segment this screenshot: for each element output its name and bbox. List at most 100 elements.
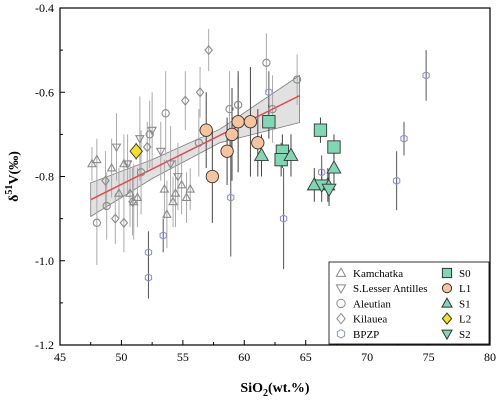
point-aleutian-6 (225, 104, 234, 114)
legend-label-s-lesser-antilles: S.Lesser Antilles (353, 283, 428, 295)
point-bpzp-9 (422, 71, 430, 80)
regression-line (90, 94, 300, 201)
legend-label-l2: L2 (459, 314, 471, 326)
legend-label-kamchatka: Kamchatka (353, 268, 403, 280)
x-tick-label-4: 65 (300, 350, 312, 364)
point-kamchatka-3 (114, 188, 124, 197)
point-bpzp-3 (227, 193, 235, 202)
legend-marker-bpzp (336, 329, 346, 339)
legend-marker-aleutian (336, 298, 346, 309)
point-s-lesser-antilles-2 (134, 135, 145, 144)
point-kamchatka-14 (185, 183, 196, 193)
point-bpzp-1 (144, 273, 153, 282)
point-kamchatka-1 (91, 154, 102, 164)
point-kilauea-7 (204, 44, 213, 56)
point-aleutian-10 (292, 75, 302, 84)
legend-label-l1: L1 (459, 283, 471, 295)
point-bpzp-8 (400, 134, 408, 143)
legend-label-s0: S0 (459, 268, 471, 280)
point-kilauea-6 (195, 87, 205, 98)
legend-box (328, 261, 490, 345)
point-s-lesser-antilles-0 (111, 143, 122, 153)
legend-label-bpzp: BPZP (353, 329, 379, 341)
point-kilauea-3 (128, 196, 137, 207)
x-axis-title: SiO2(wt.%) (240, 381, 310, 399)
point-bpzp-2 (159, 231, 167, 240)
x-tick-label-2: 55 (177, 350, 189, 364)
point-kamchatka-2 (106, 162, 117, 172)
point-aleutian-4 (161, 109, 170, 118)
point-s1-4 (326, 160, 342, 174)
legend-marker-l2 (441, 312, 453, 325)
legend-marker-s2 (441, 329, 453, 341)
legend-label-s2: S2 (459, 329, 471, 341)
confidence-band-area (90, 74, 300, 218)
point-kamchatka-5 (125, 188, 135, 197)
point-bpzp-4 (265, 88, 273, 97)
legend-marker-kamchatka (335, 267, 347, 277)
point-kamchatka-12 (176, 179, 187, 189)
point-bpzp-0 (144, 248, 153, 257)
point-l1-0 (199, 123, 213, 137)
point-s0-0 (262, 115, 276, 129)
legend: Kamchatka S.Lesser Antilles Aleutian Kilaue… (328, 261, 490, 345)
point-bpzp-5 (279, 214, 288, 223)
point-kamchatka-9 (161, 209, 172, 218)
x-tick-label-6: 75 (423, 350, 435, 364)
confidence-band (90, 74, 300, 218)
point-l1-5 (243, 115, 258, 129)
point-s2-1 (321, 183, 337, 198)
y-tick-label-3: -0.6 (35, 85, 54, 99)
point-aleutian-1 (102, 201, 111, 211)
point-bpzp-6 (318, 168, 326, 177)
point-aleutian-3 (145, 130, 154, 139)
point-s-lesser-antilles-6 (173, 173, 183, 182)
point-kilauea-2 (119, 217, 129, 229)
legend-marker-s0 (441, 267, 453, 279)
x-tick-label-0: 45 (54, 350, 66, 364)
x-tick-label-1: 50 (115, 350, 127, 364)
point-l1-2 (220, 144, 234, 158)
x-tick-label-5: 70 (361, 350, 373, 364)
point-aleutian-5 (194, 138, 203, 147)
legend-marker-s-lesser-antilles (335, 284, 347, 295)
point-s-lesser-antilles-4 (155, 147, 166, 157)
point-l2-0 (129, 143, 143, 160)
point-aleutian-7 (233, 100, 243, 110)
legend-marker-kilauea (336, 312, 346, 325)
y-tick-label-1: -1.0 (35, 254, 54, 268)
point-kamchatka-13 (181, 192, 192, 201)
regression-fit-line (90, 94, 300, 201)
legend-label-s1: S1 (459, 298, 471, 310)
point-l1-3 (225, 127, 239, 142)
x-tick-label-7: 80 (484, 350, 496, 364)
point-kilauea-4 (142, 141, 152, 153)
point-aleutian-9 (268, 104, 277, 114)
y-axis-title: δ51V(‰) (4, 151, 22, 202)
point-kamchatka-10 (168, 196, 178, 206)
legend-label-aleutian: Aleutian (353, 298, 391, 310)
point-aleutian-8 (262, 58, 271, 67)
point-s-lesser-antilles-1 (122, 160, 133, 170)
point-aleutian-0 (92, 218, 102, 227)
legend-marker-l1 (441, 283, 453, 294)
point-kamchatka-7 (132, 192, 143, 201)
point-s1-1 (283, 147, 299, 161)
point-s-lesser-antilles-5 (165, 160, 176, 170)
y-tick-label-0: -1.2 (35, 338, 54, 352)
legend-marker-s1 (441, 297, 453, 308)
point-l1-1 (205, 169, 219, 184)
point-kamchatka-4 (118, 158, 129, 168)
point-l1-6 (251, 136, 265, 150)
point-l1-4 (231, 115, 245, 129)
point-kilauea-5 (180, 95, 190, 106)
point-s0-4 (327, 140, 341, 154)
y-tick-label-4: -0.4 (35, 1, 54, 15)
legend-label-kilauea: Kilauea (353, 314, 387, 326)
y-tick-label-2: -0.8 (35, 170, 54, 184)
point-s0-3 (313, 123, 328, 137)
point-kamchatka-0 (87, 158, 97, 168)
axis-ticks: 45 50 55 60 65 70 75 80 -1.2 -1.0 -0.8 -0.6 -0.4 (35, 1, 496, 364)
data-points (87, 44, 430, 282)
point-kamchatka-11 (170, 188, 181, 197)
